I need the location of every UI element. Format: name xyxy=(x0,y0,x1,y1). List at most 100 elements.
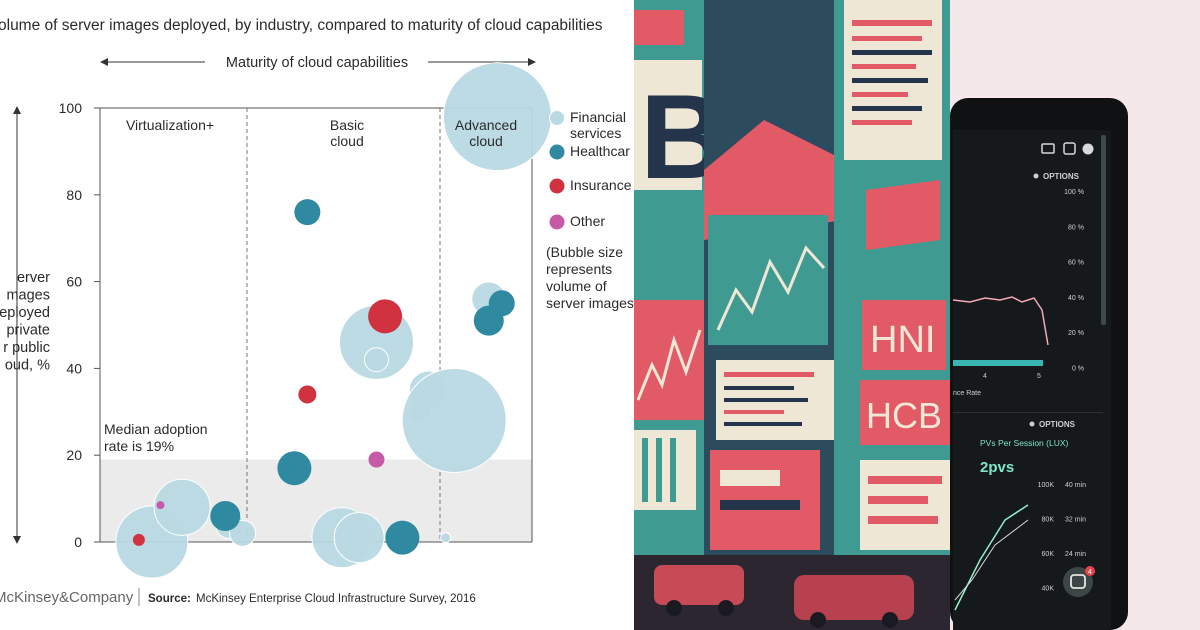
hcb-sign-text: HCB xyxy=(866,395,942,436)
laptop-screen xyxy=(953,130,1111,630)
y-axis-label: erver xyxy=(17,270,50,286)
y-tick-label: 80 xyxy=(66,187,82,203)
chart-title: olume of server images deployed, by indu… xyxy=(0,17,603,34)
count-tick: 40K xyxy=(1042,586,1055,593)
bubble-chart-panel: 0 20 40 60 80 100 olume of server images deplo… xyxy=(0,17,634,606)
y-tick-label: 100 xyxy=(59,100,83,116)
insurance-bubble xyxy=(368,299,403,334)
rate-label: nce Rate xyxy=(953,390,981,397)
arrow-down-head xyxy=(13,536,21,544)
healthcare-bubble xyxy=(210,500,241,531)
mckinsey-logo: McKinsey&Company xyxy=(0,589,134,606)
arrow-up-head xyxy=(13,106,21,114)
y-tick-label: 60 xyxy=(66,274,82,290)
gear-icon[interactable] xyxy=(1029,421,1035,427)
y-tick-label: 20 xyxy=(66,447,82,463)
source-text: McKinsey Enterprise Cloud Infrastructure… xyxy=(196,593,476,605)
y-axis-label: r public xyxy=(3,340,50,356)
y-axis-label: eployed xyxy=(0,305,50,321)
insurance-bubble xyxy=(132,533,145,546)
x-tick: 4 xyxy=(983,373,987,380)
help-icon[interactable] xyxy=(1082,143,1094,155)
financial-bubble xyxy=(363,347,389,373)
legend-note: (Bubble size xyxy=(546,244,623,260)
count-tick: 60K xyxy=(1042,551,1055,558)
hcb-sign xyxy=(860,380,950,445)
chart-billboard xyxy=(708,215,828,345)
segment-label: Virtualization+ xyxy=(126,117,214,133)
median-label: Median adoption xyxy=(104,421,208,437)
pct-tick: 80 % xyxy=(1068,224,1084,231)
trend-line xyxy=(952,296,1049,346)
healthcare-bubble xyxy=(277,451,312,486)
city-artwork: B HNI HCB xyxy=(634,0,950,630)
legend-label: Financial xyxy=(570,109,626,125)
segment-label: cloud xyxy=(330,133,363,149)
healthcare-bubble xyxy=(488,290,515,317)
source-label: Source: xyxy=(148,593,191,605)
segment-label: cloud xyxy=(469,133,502,149)
legend-swatch xyxy=(549,214,565,230)
other-bubble xyxy=(368,451,385,468)
other-bubble xyxy=(156,501,165,510)
letter-sign xyxy=(634,60,702,190)
financial-bubble xyxy=(333,512,385,564)
insurance-bubble xyxy=(298,385,317,404)
y-tick-label: 40 xyxy=(66,360,82,376)
financial-bubble xyxy=(401,367,507,473)
hni-sign-text: HNI xyxy=(870,319,935,361)
segment-label: Basic xyxy=(330,117,364,133)
chat-button[interactable] xyxy=(1063,567,1093,597)
financial-bubble xyxy=(153,478,211,536)
hni-sign xyxy=(862,300,946,370)
minute-tick: 32 min xyxy=(1065,517,1086,524)
y-tick-label: 0 xyxy=(74,534,82,550)
notification-badge xyxy=(1085,566,1095,576)
legend-swatch xyxy=(549,178,565,194)
monitor-icon[interactable] xyxy=(1041,143,1055,154)
pct-tick: 100 % xyxy=(1064,189,1084,196)
y-axis-label: mages xyxy=(6,288,50,304)
financial-bubble xyxy=(440,532,452,544)
legend-note: volume of xyxy=(546,278,607,294)
segment-label: Advanced xyxy=(455,117,517,133)
legend-swatch xyxy=(549,144,565,160)
legend-label: Insurance xyxy=(570,177,632,193)
options-button[interactable]: OPTIONS xyxy=(1039,420,1076,429)
car xyxy=(654,565,744,605)
pvs-title: PVs Per Session (LUX) xyxy=(980,438,1069,448)
pct-tick: 60 % xyxy=(1068,260,1084,267)
legend-label: Healthcar xyxy=(570,143,630,159)
median-label: rate is 19% xyxy=(104,438,174,454)
bubble-chart: 0 20 40 60 80 100 olume of server images deplo… xyxy=(0,17,634,606)
legend-label: services xyxy=(570,125,621,141)
minute-tick: 24 min xyxy=(1065,551,1086,558)
laptop-dashboard-photo: OPTIONS 100 % 80 % 60 % 40 % 20 % 0 % 4 5 nce… xyxy=(950,0,1200,630)
legend-note: represents xyxy=(546,261,612,277)
arrow-right-head xyxy=(528,58,536,66)
gear-icon[interactable] xyxy=(1033,173,1039,179)
minute-tick: 40 min xyxy=(1065,482,1086,489)
dashboard-artwork: OPTIONS 100 % 80 % 60 % 40 % 20 % 0 % 4 5 nce… xyxy=(950,0,1200,630)
pvs-line-secondary xyxy=(954,519,1029,601)
legend-swatch xyxy=(549,110,565,126)
y-axis-label: private xyxy=(6,323,50,339)
scrollbar[interactable] xyxy=(1101,135,1106,325)
options-button[interactable]: OPTIONS xyxy=(1043,172,1080,181)
financial-bubble xyxy=(229,519,257,547)
healthcare-bubble xyxy=(294,199,321,226)
legend-note: server images xyxy=(546,295,634,311)
x-tick: 5 xyxy=(1037,373,1041,380)
x-axis-label: Maturity of cloud capabilities xyxy=(226,55,408,71)
external-link-icon[interactable] xyxy=(1063,142,1076,155)
pct-tick: 40 % xyxy=(1068,295,1084,302)
y-axis-label: oud, % xyxy=(5,358,50,374)
city-illustration: B HNI HCB xyxy=(634,0,950,630)
count-tick: 100K xyxy=(1038,482,1055,489)
pct-tick: 0 % xyxy=(1072,366,1084,373)
legend-label: Other xyxy=(570,213,605,229)
pvs-value: 2pvs xyxy=(980,459,1014,476)
chat-icon xyxy=(1070,574,1086,589)
notification-count: 4 xyxy=(1088,569,1092,576)
pct-tick: 20 % xyxy=(1068,330,1084,337)
